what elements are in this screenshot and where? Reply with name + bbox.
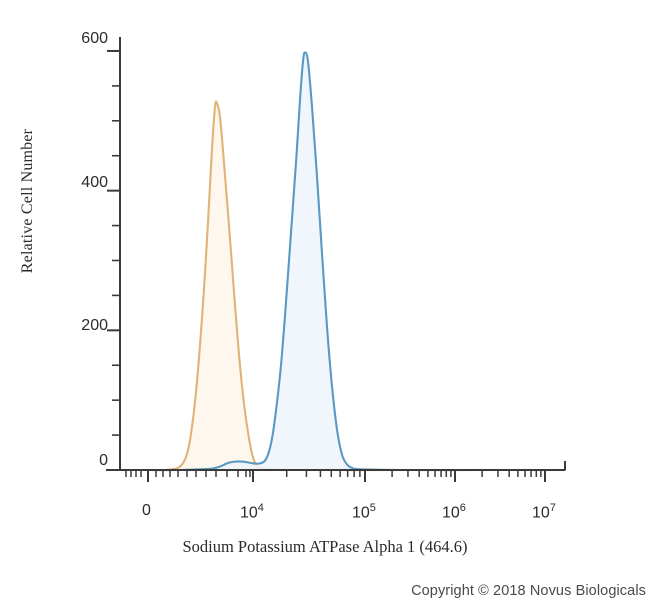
x-axis-tick-mantissa-1e4: 10 (240, 504, 258, 522)
y-axis-tick-label-0: 0 (99, 452, 108, 469)
series-fill-0 (120, 101, 565, 471)
y-axis-label: Relative Cell Number (19, 128, 36, 274)
series-line-0 (118, 100, 567, 472)
x-axis-tick-label-1e5: 105 (352, 502, 376, 522)
x-axis-tick-mantissa-0: 0 (142, 502, 151, 519)
x-axis-tick-mantissa-1e6: 10 (442, 504, 460, 522)
axes-layer (106, 37, 566, 482)
series-line-1 (118, 51, 567, 472)
x-axis-tick-mantissa-1e5: 10 (352, 504, 370, 522)
x-axis-tick-label-1e7: 107 (532, 502, 556, 522)
x-axis-label: Sodium Potassium ATPase Alpha 1 (464.6) (182, 537, 468, 556)
x-axis-tick-exponent-1e5: 5 (369, 502, 376, 514)
x-axis-tick-label-0: 0 (142, 502, 151, 520)
x-axis-tick-label-1e6: 106 (442, 502, 466, 522)
y-axis-tick-label-200: 200 (81, 317, 108, 334)
x-axis-tick-exponent-1e7: 7 (549, 502, 556, 514)
y-axis-tick-label-600: 600 (81, 30, 108, 47)
copyright-notice: Copyright © 2018 Novus Biologicals (411, 583, 646, 599)
series-layer (118, 51, 567, 472)
series-fill-1 (120, 52, 565, 471)
x-axis-tick-exponent-1e6: 6 (459, 502, 466, 514)
y-axis-tick-label-400: 400 (81, 174, 108, 191)
x-axis-tick-mantissa-1e7: 10 (532, 504, 550, 522)
x-axis-tick-label-1e4: 104 (240, 502, 264, 522)
x-axis-tick-exponent-1e4: 4 (257, 502, 264, 514)
